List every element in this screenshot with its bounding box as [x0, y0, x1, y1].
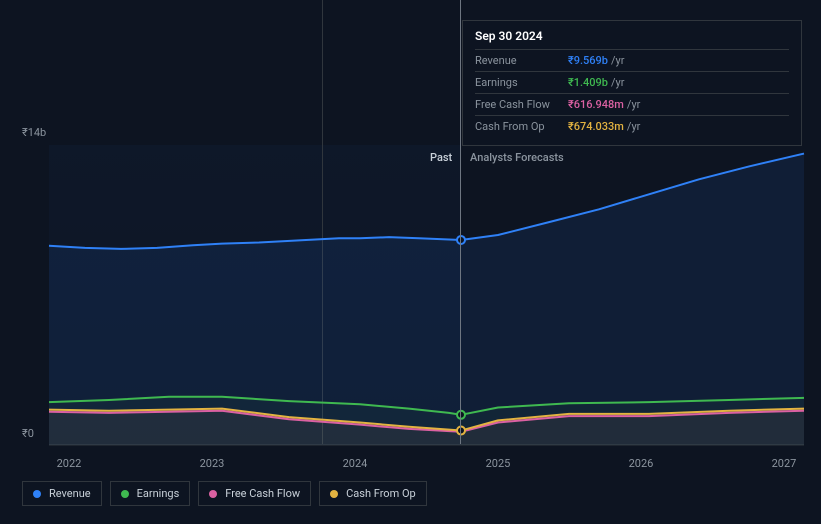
- crosshair-vertical: [460, 0, 461, 444]
- legend-item-earnings[interactable]: Earnings: [110, 481, 191, 506]
- tooltip-title: Sep 30 2024: [475, 29, 789, 50]
- x-tick: 2026: [621, 457, 661, 470]
- tooltip-row: Earnings ₹1.409b /yr: [475, 72, 789, 94]
- hover-tooltip: Sep 30 2024 Revenue ₹9.569b /yr Earnings…: [462, 20, 802, 146]
- tooltip-suffix: /yr: [611, 76, 624, 89]
- legend-label: Earnings: [137, 487, 180, 500]
- tooltip-row: Revenue ₹9.569b /yr: [475, 50, 789, 72]
- x-tick: 2022: [49, 457, 89, 470]
- y-axis-label-max: ₹14b: [22, 126, 46, 139]
- tooltip-suffix: /yr: [611, 54, 624, 67]
- tooltip-label: Revenue: [475, 54, 568, 67]
- x-tick: 2025: [478, 457, 518, 470]
- tooltip-label: Cash From Op: [475, 120, 568, 133]
- tooltip-suffix: /yr: [627, 120, 640, 133]
- tooltip-value: ₹674.033m: [568, 120, 624, 133]
- legend-dot-icon: [209, 490, 217, 498]
- tooltip-value: ₹616.948m: [568, 98, 624, 111]
- tooltip-label: Free Cash Flow: [475, 98, 568, 111]
- legend-label: Revenue: [49, 487, 91, 500]
- x-tick: 2023: [192, 457, 232, 470]
- x-tick: 2027: [764, 457, 804, 470]
- legend-dot-icon: [121, 490, 129, 498]
- section-label-past: Past: [430, 151, 452, 164]
- x-tick: 2024: [335, 457, 375, 470]
- tooltip-value: ₹9.569b: [568, 54, 608, 67]
- legend-item-revenue[interactable]: Revenue: [22, 481, 102, 506]
- section-label-forecast: Analysts Forecasts: [470, 151, 564, 164]
- tooltip-row: Free Cash Flow ₹616.948m /yr: [475, 94, 789, 116]
- legend-dot-icon: [33, 490, 41, 498]
- tooltip-suffix: /yr: [627, 98, 640, 111]
- tooltip-label: Earnings: [475, 76, 568, 89]
- tooltip-value: ₹1.409b: [568, 76, 608, 89]
- legend-dot-icon: [330, 490, 338, 498]
- x-axis: 2022 2023 2024 2025 2026 2027: [49, 457, 804, 470]
- chart-plot[interactable]: [49, 145, 804, 445]
- legend: Revenue Earnings Free Cash Flow Cash Fro…: [22, 481, 427, 506]
- legend-label: Free Cash Flow: [225, 487, 300, 500]
- legend-item-fcf[interactable]: Free Cash Flow: [198, 481, 311, 506]
- legend-label: Cash From Op: [346, 487, 416, 500]
- tooltip-row: Cash From Op ₹674.033m /yr: [475, 116, 789, 137]
- legend-item-cfo[interactable]: Cash From Op: [319, 481, 427, 506]
- y-axis-label-min: ₹0: [22, 427, 34, 440]
